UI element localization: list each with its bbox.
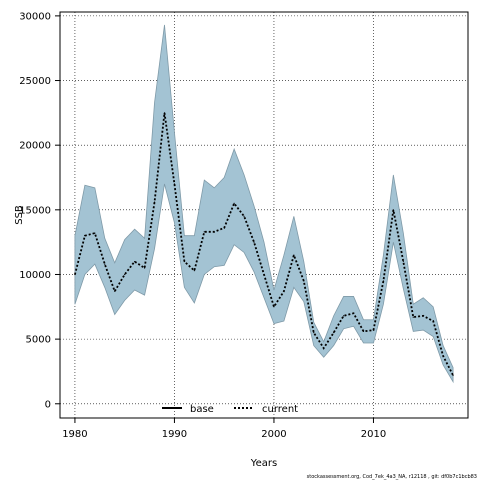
- x-tick-label: 2000: [261, 429, 286, 440]
- data-point-current: [362, 330, 365, 332]
- data-point-current: [432, 320, 434, 322]
- y-tick-label: 30000: [19, 11, 51, 22]
- data-point-current: [402, 260, 404, 263]
- legend-label-current: current: [262, 404, 298, 415]
- y-tick-label: 25000: [19, 76, 51, 87]
- data-point-current: [243, 215, 245, 217]
- data-point-current: [273, 306, 275, 308]
- y-axis: 0 5000 10000 15000 20000 25000 30000: [19, 11, 60, 410]
- x-tick-label: 2010: [361, 429, 386, 440]
- plot-frame: [59, 11, 469, 419]
- x-tick-label: 1980: [62, 429, 87, 440]
- data-point-current: [412, 316, 414, 318]
- data-point-current: [313, 332, 315, 334]
- data-point-current: [134, 260, 136, 263]
- data-point-current: [352, 312, 355, 314]
- data-point-current: [163, 112, 166, 114]
- data-point-current: [74, 273, 76, 276]
- data-point-current: [193, 269, 195, 272]
- data-point-current: [293, 254, 295, 256]
- data-point-current: [333, 332, 335, 334]
- data-point-current: [223, 227, 225, 229]
- data-point-current: [442, 355, 444, 357]
- data-point-current: [422, 315, 424, 317]
- data-point-current: [323, 347, 325, 349]
- legend: base current: [162, 404, 298, 415]
- data-point-current: [173, 183, 176, 185]
- data-point-current: [263, 273, 265, 276]
- x-tick-label: 1990: [162, 429, 187, 440]
- data-point-current: [153, 201, 156, 203]
- y-axis-title: SSB: [14, 205, 25, 225]
- x-axis-title: Years: [250, 458, 277, 469]
- data-point-current: [104, 263, 106, 265]
- data-point-current: [84, 235, 86, 237]
- data-point-current: [94, 232, 96, 234]
- y-tick-label: 20000: [19, 141, 51, 152]
- data-point-current: [213, 231, 215, 233]
- data-point-current: [382, 280, 385, 282]
- legend-label-base: base: [190, 404, 214, 415]
- data-point-current: [124, 273, 126, 276]
- confidence-band: [74, 24, 454, 384]
- footnote: stockassessment.org, Cod_7ek_4a3_NA, r12…: [307, 474, 477, 480]
- data-point-current: [283, 290, 285, 292]
- data-point-current: [114, 290, 116, 292]
- data-point-current: [303, 280, 305, 282]
- data-point-current: [452, 374, 454, 376]
- data-point-current: [392, 209, 394, 211]
- data-point-current: [253, 241, 255, 243]
- data-point-current: [372, 329, 375, 331]
- data-point-current: [343, 315, 345, 317]
- y-tick-label: 10000: [19, 270, 51, 281]
- grid-lines: [60, 12, 468, 418]
- data-point-current: [233, 202, 235, 204]
- data-point-current: [183, 260, 185, 263]
- confidence-band-layer: [74, 24, 454, 384]
- series-points-layer: [74, 112, 454, 376]
- y-tick-label: 0: [45, 399, 51, 410]
- y-tick-label: 5000: [26, 335, 51, 346]
- x-axis: 1980 1990 2000 2010: [62, 418, 386, 440]
- y-tick-label: 15000: [19, 205, 51, 216]
- data-point-current: [203, 231, 205, 233]
- data-point-current: [143, 267, 146, 269]
